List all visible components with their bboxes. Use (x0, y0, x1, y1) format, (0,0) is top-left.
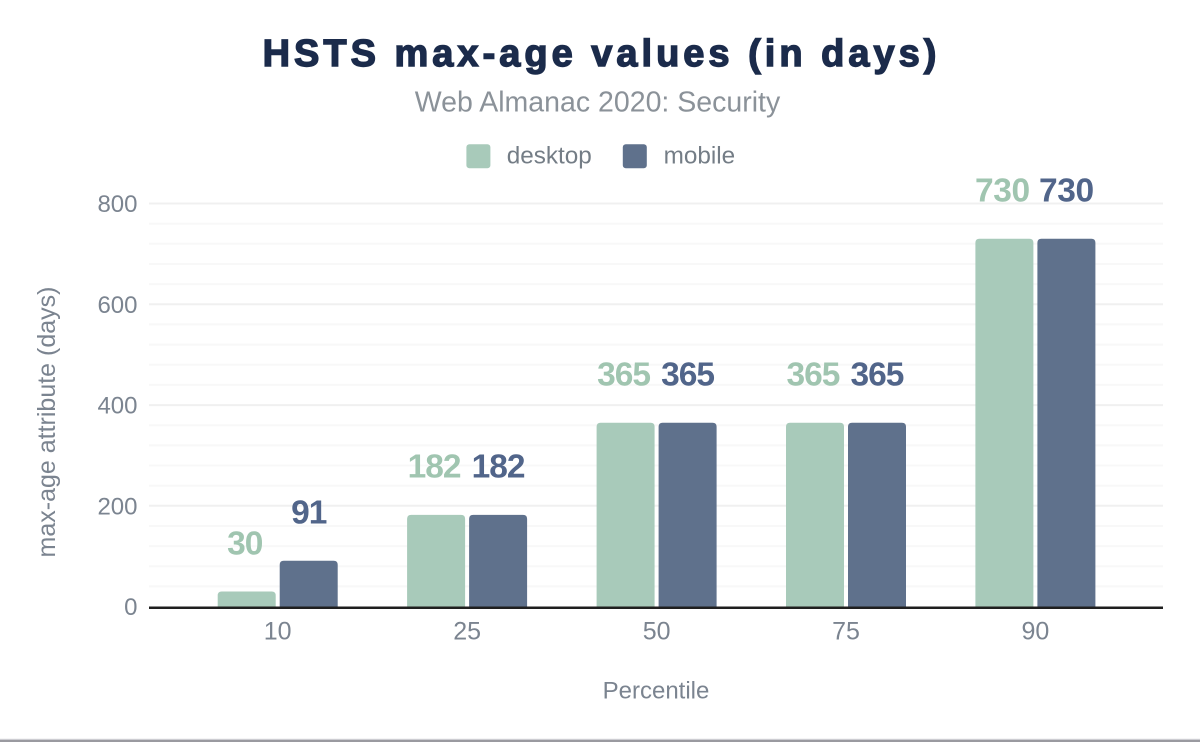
svg-text:mobile: mobile (664, 142, 736, 169)
svg-text:730: 730 (1039, 173, 1094, 210)
svg-text:HSTS max-age values (in days): HSTS max-age values (in days) (263, 33, 941, 75)
svg-text:50: 50 (643, 617, 671, 645)
svg-text:91: 91 (291, 495, 327, 532)
svg-text:365: 365 (661, 357, 714, 394)
svg-text:max-age attribute (days): max-age attribute (days) (33, 287, 61, 558)
svg-text:800: 800 (97, 191, 137, 218)
svg-text:182: 182 (472, 449, 525, 486)
svg-text:desktop: desktop (507, 142, 592, 169)
svg-text:25: 25 (453, 617, 481, 645)
svg-text:200: 200 (97, 493, 137, 520)
svg-text:10: 10 (264, 617, 292, 645)
svg-text:Web Almanac 2020: Security: Web Almanac 2020: Security (415, 87, 781, 119)
svg-text:Percentile: Percentile (603, 678, 710, 705)
svg-text:90: 90 (1021, 617, 1049, 645)
svg-text:400: 400 (97, 393, 137, 420)
svg-text:30: 30 (227, 525, 263, 562)
svg-text:0: 0 (124, 594, 137, 621)
svg-text:182: 182 (408, 449, 461, 486)
svg-text:365: 365 (597, 357, 650, 394)
svg-text:730: 730 (975, 173, 1030, 210)
svg-text:600: 600 (97, 292, 137, 319)
svg-text:75: 75 (832, 617, 860, 645)
svg-text:365: 365 (851, 357, 904, 394)
svg-text:365: 365 (787, 357, 840, 394)
